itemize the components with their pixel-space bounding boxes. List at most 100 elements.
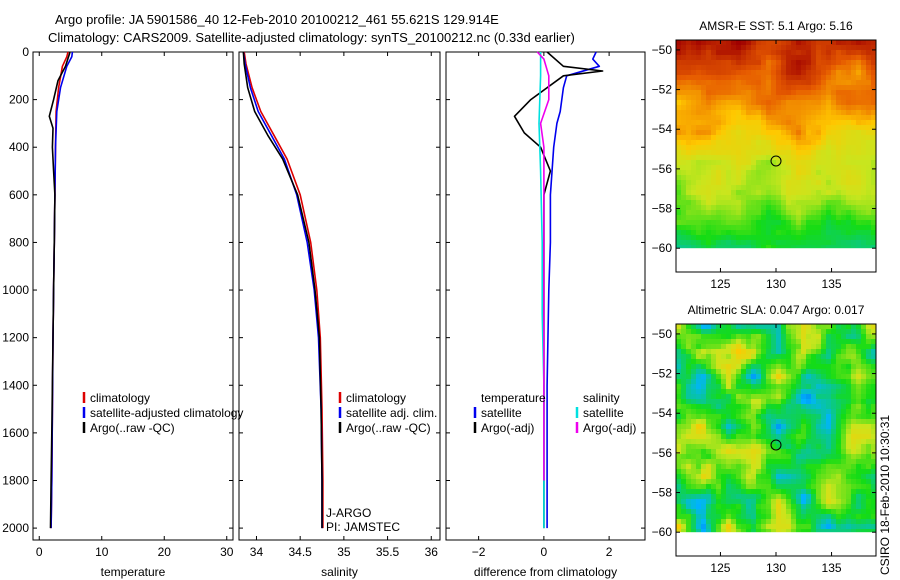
heatmap-cell (796, 414, 801, 419)
heatmap-cell (871, 180, 876, 185)
heatmap-cell (686, 524, 691, 529)
heatmap-cell (831, 349, 836, 354)
heatmap-cell (691, 155, 696, 160)
heatmap-cell (761, 419, 766, 424)
heatmap-cell (716, 359, 721, 364)
heatmap-cell (826, 434, 831, 439)
heatmap-cell (851, 135, 856, 140)
heatmap-cell (776, 85, 781, 90)
heatmap-cell (831, 150, 836, 155)
heatmap-cell (781, 50, 786, 55)
heatmap-cell (866, 434, 871, 439)
heatmap-cell (716, 225, 721, 230)
heatmap-cell (691, 65, 696, 70)
heatmap-cell (871, 369, 876, 374)
heatmap-cell (836, 384, 841, 389)
heatmap-cell (801, 444, 806, 449)
heatmap-cell (746, 65, 751, 70)
heatmap-cell (826, 215, 831, 220)
heatmap-cell (776, 529, 781, 533)
heatmap-cell (801, 155, 806, 160)
heatmap-cell (756, 70, 761, 75)
heatmap-cell (791, 469, 796, 474)
heatmap-cell (676, 170, 681, 175)
heatmap-cell (696, 499, 701, 504)
heatmap-cell (801, 429, 806, 434)
heatmap-cell (721, 404, 726, 409)
heatmap-cell (861, 364, 866, 369)
heatmap-cell (806, 245, 811, 249)
heatmap-cell (786, 215, 791, 220)
heatmap-cell (706, 394, 711, 399)
heatmap-cell (736, 524, 741, 529)
heatmap-cell (716, 449, 721, 454)
heatmap-cell (731, 45, 736, 50)
heatmap-cell (846, 439, 851, 444)
heatmap-cell (831, 354, 836, 359)
heatmap-cell (861, 414, 866, 419)
heatmap-cell (821, 339, 826, 344)
heatmap-cell (826, 120, 831, 125)
heatmap-cell (721, 349, 726, 354)
heatmap-cell (816, 60, 821, 65)
heatmap-cell (741, 449, 746, 454)
heatmap-cell (761, 115, 766, 120)
heatmap-cell (826, 414, 831, 419)
heatmap-cell (781, 519, 786, 524)
heatmap-cell (796, 105, 801, 110)
heatmap-cell (866, 245, 871, 249)
heatmap-cell (691, 200, 696, 205)
heatmap-cell (681, 379, 686, 384)
heatmap-cell (821, 414, 826, 419)
heatmap-cell (826, 389, 831, 394)
heatmap-cell (711, 354, 716, 359)
heatmap-cell (716, 220, 721, 225)
heatmap-cell (676, 120, 681, 125)
heatmap-cell (821, 419, 826, 424)
heatmap-cell (836, 210, 841, 215)
heatmap-cell (796, 65, 801, 70)
heatmap-cell (806, 384, 811, 389)
heatmap-cell (841, 349, 846, 354)
heatmap-cell (771, 449, 776, 454)
heatmap-cell (811, 364, 816, 369)
heatmap-cell (836, 399, 841, 404)
heatmap-cell (766, 150, 771, 155)
heatmap-cell (796, 230, 801, 235)
heatmap-cell (776, 359, 781, 364)
heatmap-cell (761, 40, 766, 45)
heatmap-cell (766, 344, 771, 349)
heatmap-cell (776, 419, 781, 424)
heatmap-cell (806, 65, 811, 70)
heatmap-cell (701, 474, 706, 479)
heatmap-cell (706, 484, 711, 489)
heatmap-cell (831, 215, 836, 220)
heatmap-cell (821, 359, 826, 364)
heatmap-cell (771, 419, 776, 424)
heatmap-cell (851, 200, 856, 205)
heatmap-cell (811, 95, 816, 100)
heatmap-cell (781, 334, 786, 339)
heatmap-cell (851, 409, 856, 414)
heatmap-cell (721, 489, 726, 494)
heatmap-cell (796, 464, 801, 469)
heatmap-cell (776, 369, 781, 374)
heatmap-cell (761, 519, 766, 524)
heatmap-cell (856, 369, 861, 374)
heatmap-cell (756, 245, 761, 249)
heatmap-cell (841, 115, 846, 120)
y-tick-label: 1600 (2, 426, 29, 440)
heatmap-cell (836, 494, 841, 499)
heatmap-cell (831, 55, 836, 60)
heatmap-cell (716, 354, 721, 359)
heatmap-cell (841, 245, 846, 249)
heatmap-cell (676, 240, 681, 245)
heatmap-cell (696, 374, 701, 379)
heatmap-cell (846, 389, 851, 394)
heatmap-cell (756, 439, 761, 444)
heatmap-cell (716, 240, 721, 245)
heatmap-cell (716, 374, 721, 379)
heatmap-cell (801, 150, 806, 155)
heatmap-cell (726, 484, 731, 489)
